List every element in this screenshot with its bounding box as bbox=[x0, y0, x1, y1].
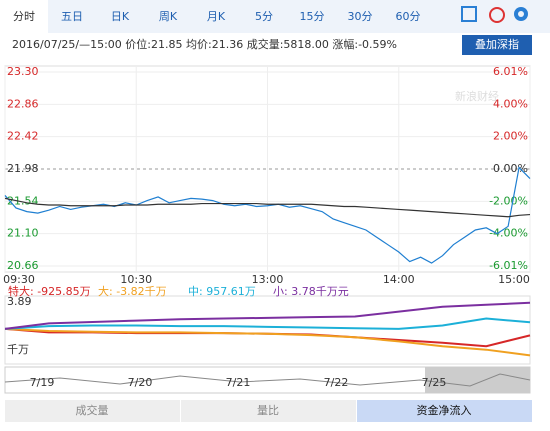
overlay-button[interactable] bbox=[462, 35, 532, 55]
y2-tick-label: 4.00% bbox=[493, 97, 528, 110]
series-line bbox=[4, 327, 531, 357]
series-line bbox=[4, 301, 531, 330]
tab[interactable]: 周K bbox=[159, 10, 178, 23]
tab[interactable]: 月K bbox=[207, 10, 226, 23]
bottom-tab-label: 资金净流入 bbox=[417, 403, 472, 417]
x-tick-label: 14:00 bbox=[383, 273, 415, 286]
tab[interactable]: 30分 bbox=[348, 10, 373, 23]
y2-tick-label: -2.00% bbox=[489, 194, 528, 207]
x-tick-label: 09:30 bbox=[3, 273, 35, 286]
bottom-tab[interactable] bbox=[181, 400, 356, 422]
series-line bbox=[4, 197, 531, 218]
tab[interactable]: 5分 bbox=[255, 10, 273, 23]
weibo-icon[interactable] bbox=[489, 7, 505, 23]
x-tick-label: 10:30 bbox=[120, 273, 152, 286]
tab[interactable]: 60分 bbox=[396, 10, 421, 23]
active-tab bbox=[0, 0, 48, 33]
y2-tick-label: -4.00% bbox=[489, 227, 528, 240]
y2-tick-label: -6.01% bbox=[489, 259, 528, 272]
bottom-tab[interactable] bbox=[357, 400, 532, 422]
legend-entry: 小: 3.78千万元 bbox=[273, 285, 349, 298]
watermark: 新浪财经 bbox=[455, 89, 499, 103]
bottom-tab-label: 量比 bbox=[257, 404, 279, 417]
y-tick-label: 3.89 bbox=[7, 295, 32, 308]
timeline-label: 7/21 bbox=[226, 376, 251, 389]
y-unit: 千万 bbox=[7, 343, 29, 356]
y-tick-label: 22.42 bbox=[7, 130, 39, 143]
tab-bar bbox=[0, 0, 550, 33]
legend-entry: 特大: -925.85万 bbox=[8, 284, 91, 298]
timeline-label: 7/20 bbox=[128, 376, 153, 389]
navigator-line bbox=[4, 373, 531, 387]
bottom-tab[interactable] bbox=[5, 400, 180, 422]
y2-tick-label: 2.00% bbox=[493, 130, 528, 143]
navigator-window[interactable] bbox=[425, 367, 530, 393]
tab[interactable]: 五日 bbox=[61, 10, 83, 23]
tab[interactable]: 15分 bbox=[300, 10, 325, 23]
fullscreen-icon[interactable] bbox=[461, 6, 477, 22]
series-line bbox=[4, 317, 531, 330]
legend-entry: 中: 957.61万 bbox=[188, 285, 256, 298]
y-tick-label: 21.98 bbox=[7, 162, 39, 175]
y-tick-label: 21.54 bbox=[7, 194, 39, 207]
legend-entry: 大: -3.82千万 bbox=[98, 284, 167, 298]
timeline-label: 7/22 bbox=[324, 376, 349, 389]
y-tick-label: 21.10 bbox=[7, 227, 39, 240]
x-tick-label: 13:00 bbox=[252, 273, 284, 286]
y2-tick-label: 0.00% bbox=[493, 162, 528, 175]
info-line: 2016/07/25/—15:00 价位:21.85 均价:21.36 成交量:… bbox=[12, 37, 397, 51]
settings-icon-hole bbox=[518, 11, 524, 17]
tab[interactable]: 日K bbox=[111, 10, 130, 23]
bottom-tab-label: 成交量 bbox=[76, 403, 109, 417]
y-tick-label: 20.66 bbox=[7, 259, 39, 272]
y-tick-label: 23.30 bbox=[7, 65, 39, 78]
plot-frame bbox=[4, 295, 531, 365]
x-tick-label: 15:00 bbox=[498, 273, 530, 286]
tab[interactable]: 分时 bbox=[13, 10, 35, 23]
y2-tick-label: 6.01% bbox=[493, 65, 528, 78]
overlay-button-label: 叠加深指 bbox=[475, 37, 519, 51]
timeline-label: 7/25 bbox=[422, 376, 447, 389]
timeline-label: 7/19 bbox=[30, 376, 55, 389]
y-tick-label: 22.86 bbox=[7, 97, 39, 110]
